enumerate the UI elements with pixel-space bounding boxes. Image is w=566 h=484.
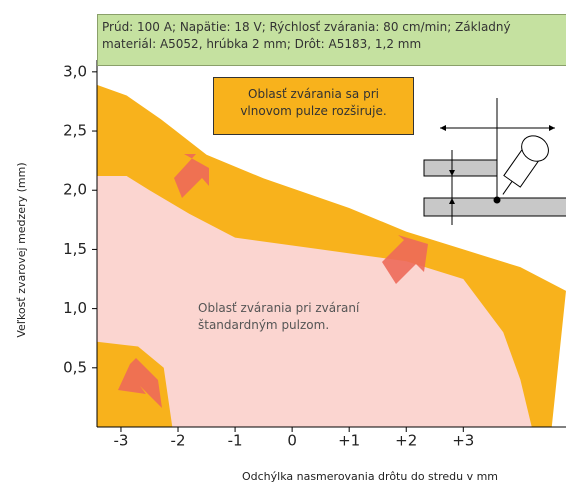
regions [97,85,566,427]
chart-title: Prúd: 100 A; Napätie: 18 V; Rýchlosť zvá… [97,14,566,66]
chart: Odchýlka nasmerovania drôtu do stredu v … [0,0,566,484]
y-tick-label: 0,5 [63,358,87,376]
region-label: Oblasť zvárania pri zváraní štandardným … [198,300,378,334]
x-axis-label: Odchýlka nasmerovania drôtu do stredu v … [242,470,498,483]
wire [503,181,512,194]
x-tick-label: -2 [171,432,186,450]
page: Odchýlka nasmerovania drôtu do stredu v … [0,0,566,484]
point [494,197,501,204]
x-tick-label: -1 [228,432,243,450]
region-label: Oblasť zvárania sa pri vlnovom pulze roz… [213,77,414,135]
y-tick-label: 2,5 [63,122,87,140]
x-tick-label: +1 [338,432,360,450]
arrowhead [440,125,446,131]
y-tick-label: 2,0 [63,181,87,199]
y-tick-label: 1,5 [63,240,87,258]
x-tick-label: +3 [452,432,474,450]
x-tick-label: 0 [287,432,297,450]
y-tick-label: 3,0 [63,62,87,80]
plate [424,160,497,176]
y-tick-label: 1,0 [63,299,87,317]
torch [491,131,553,203]
inset [424,98,566,225]
y-axis-label: Veľkosť zvarovej medzery (mm) [15,162,28,337]
x-tick-label: +2 [395,432,417,450]
arrowhead [549,125,555,131]
x-tick-label: -3 [113,432,128,450]
